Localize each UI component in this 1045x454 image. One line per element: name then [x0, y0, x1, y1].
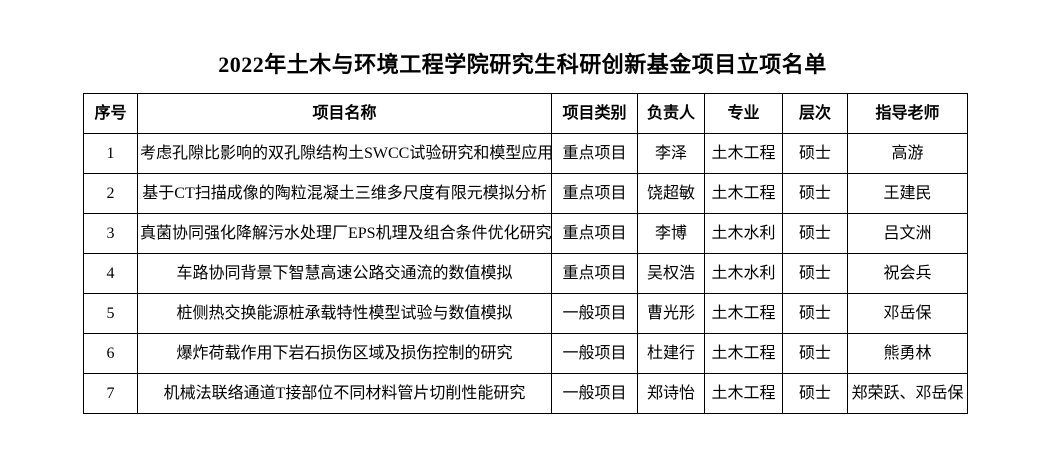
cell-project-name: 机械法联络通道T接部位不同材料管片切削性能研究 — [137, 373, 552, 414]
table-row: 5 桩侧热交换能源桩承载特性模型试验与数值模拟 一般项目 曹光形 土木工程 硕士 邓岳保 — [83, 293, 968, 334]
cell-project-type: 一般项目 — [551, 373, 638, 414]
column-header-number: 序号 — [83, 93, 138, 134]
cell-advisor: 邓岳保 — [847, 293, 968, 334]
cell-leader: 杜建行 — [637, 333, 705, 374]
page-title: 2022年土木与环境工程学院研究生科研创新基金项目立项名单 — [218, 52, 827, 77]
cell-project-name: 基于CT扫描成像的陶粒混凝土三维多尺度有限元模拟分析 — [137, 173, 552, 214]
cell-project-name: 真菌协同强化降解污水处理厂EPS机理及组合条件优化研究 — [137, 213, 552, 254]
cell-advisor: 高游 — [847, 133, 968, 174]
cell-advisor: 吕文洲 — [847, 213, 968, 254]
cell-number: 2 — [83, 173, 138, 214]
projects-table: 序号 项目名称 项目类别 负责人 专业 层次 指导老师 1 考虑孔隙比影响的双孔隙结构土SWC… — [83, 93, 968, 414]
cell-leader: 饶超敏 — [637, 173, 705, 214]
cell-number: 4 — [83, 253, 138, 294]
table-row: 7 机械法联络通道T接部位不同材料管片切削性能研究 一般项目 郑诗怡 土木工程 硕士 郑荣跃… — [83, 373, 968, 414]
cell-level: 硕士 — [782, 293, 848, 334]
cell-advisor: 祝会兵 — [847, 253, 968, 294]
cell-major: 土木工程 — [704, 373, 783, 414]
table-header-row: 序号 项目名称 项目类别 负责人 专业 层次 指导老师 — [83, 93, 968, 134]
cell-leader: 曹光形 — [637, 293, 705, 334]
cell-number: 5 — [83, 293, 138, 334]
cell-project-type: 重点项目 — [551, 253, 638, 294]
cell-major: 土木水利 — [704, 213, 783, 254]
column-header-project-type: 项目类别 — [551, 93, 638, 134]
cell-project-type: 重点项目 — [551, 213, 638, 254]
column-header-level: 层次 — [782, 93, 848, 134]
cell-number: 7 — [83, 373, 138, 414]
cell-level: 硕士 — [782, 253, 848, 294]
cell-advisor: 郑荣跃、邓岳保 — [847, 373, 968, 414]
column-header-leader: 负责人 — [637, 93, 705, 134]
cell-leader: 李泽 — [637, 133, 705, 174]
cell-project-name: 考虑孔隙比影响的双孔隙结构土SWCC试验研究和模型应用 — [137, 133, 552, 174]
cell-major: 土木工程 — [704, 293, 783, 334]
cell-leader: 吴权浩 — [637, 253, 705, 294]
table-row: 3 真菌协同强化降解污水处理厂EPS机理及组合条件优化研究 重点项目 李博 土木水利 硕士… — [83, 213, 968, 254]
cell-project-name: 爆炸荷载作用下岩石损伤区域及损伤控制的研究 — [137, 333, 552, 374]
cell-leader: 李博 — [637, 213, 705, 254]
table-row: 4 车路协同背景下智慧高速公路交通流的数值模拟 重点项目 吴权浩 土木水利 硕士 祝会兵 — [83, 253, 968, 294]
cell-leader: 郑诗怡 — [637, 373, 705, 414]
cell-project-name: 车路协同背景下智慧高速公路交通流的数值模拟 — [137, 253, 552, 294]
cell-major: 土木工程 — [704, 133, 783, 174]
cell-number: 3 — [83, 213, 138, 254]
cell-major: 土木工程 — [704, 173, 783, 214]
column-header-project-name: 项目名称 — [137, 93, 552, 134]
cell-advisor: 王建民 — [847, 173, 968, 214]
cell-project-type: 重点项目 — [551, 133, 638, 174]
column-header-major: 专业 — [704, 93, 783, 134]
cell-level: 硕士 — [782, 173, 848, 214]
cell-advisor: 熊勇林 — [847, 333, 968, 374]
cell-project-name: 桩侧热交换能源桩承载特性模型试验与数值模拟 — [137, 293, 552, 334]
table-row: 1 考虑孔隙比影响的双孔隙结构土SWCC试验研究和模型应用 重点项目 李泽 土木工程 硕士… — [83, 133, 968, 174]
cell-level: 硕士 — [782, 373, 848, 414]
cell-level: 硕士 — [782, 133, 848, 174]
cell-major: 土木水利 — [704, 253, 783, 294]
cell-number: 1 — [83, 133, 138, 174]
table-row: 6 爆炸荷载作用下岩石损伤区域及损伤控制的研究 一般项目 杜建行 土木工程 硕士 熊勇林 — [83, 333, 968, 374]
cell-project-type: 重点项目 — [551, 173, 638, 214]
cell-project-type: 一般项目 — [551, 293, 638, 334]
cell-level: 硕士 — [782, 213, 848, 254]
cell-level: 硕士 — [782, 333, 848, 374]
cell-project-type: 一般项目 — [551, 333, 638, 374]
table-row: 2 基于CT扫描成像的陶粒混凝土三维多尺度有限元模拟分析 重点项目 饶超敏 土木工程 硕士… — [83, 173, 968, 214]
column-header-advisor: 指导老师 — [847, 93, 968, 134]
cell-number: 6 — [83, 333, 138, 374]
cell-major: 土木工程 — [704, 333, 783, 374]
